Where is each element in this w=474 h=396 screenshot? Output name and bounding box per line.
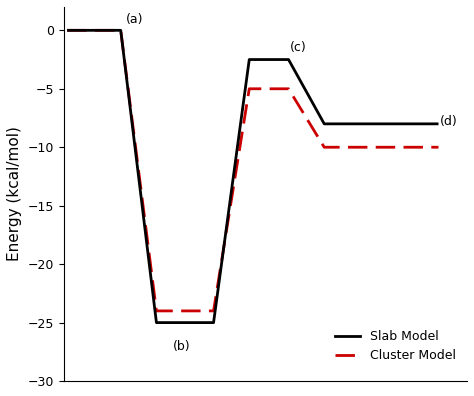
Text: (c): (c) (290, 41, 307, 54)
Text: (a): (a) (126, 13, 143, 26)
Text: (b): (b) (173, 340, 190, 353)
Y-axis label: Energy (kcal/mol): Energy (kcal/mol) (7, 127, 22, 261)
Text: (d): (d) (440, 115, 458, 128)
Legend: Slab Model, Cluster Model: Slab Model, Cluster Model (330, 325, 461, 367)
